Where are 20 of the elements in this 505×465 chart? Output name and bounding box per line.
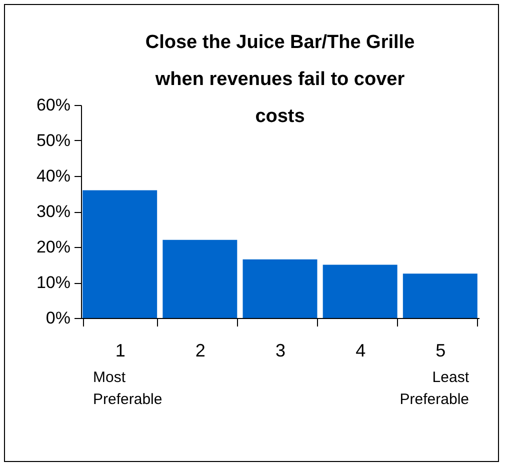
y-tick-label: 50% (36, 131, 70, 150)
x-tick-label: 1 (115, 340, 126, 360)
y-tick-label: 10% (36, 273, 70, 292)
x-tick-label: 3 (275, 340, 286, 360)
y-tick-label: 40% (36, 166, 70, 186)
bar (322, 264, 398, 318)
bar (162, 240, 238, 318)
x-tick-label: 5 (436, 340, 446, 360)
x-tick-label: 2 (195, 340, 206, 360)
bar (82, 190, 158, 318)
text: Most Preferable (93, 369, 162, 408)
y-tick-label: 20% (36, 238, 70, 256)
bar (242, 259, 318, 318)
x-tick-label: 4 (356, 340, 366, 360)
text: Least Preferable (400, 369, 470, 408)
y-tick-label: 30% (36, 202, 70, 221)
y-tick-label: 60% (36, 96, 70, 114)
y-tick-label: 0% (46, 308, 70, 328)
bar (402, 274, 478, 318)
chart-title: Close the Juice Bar/The Grille when revenues fail to cover costs (145, 32, 415, 127)
